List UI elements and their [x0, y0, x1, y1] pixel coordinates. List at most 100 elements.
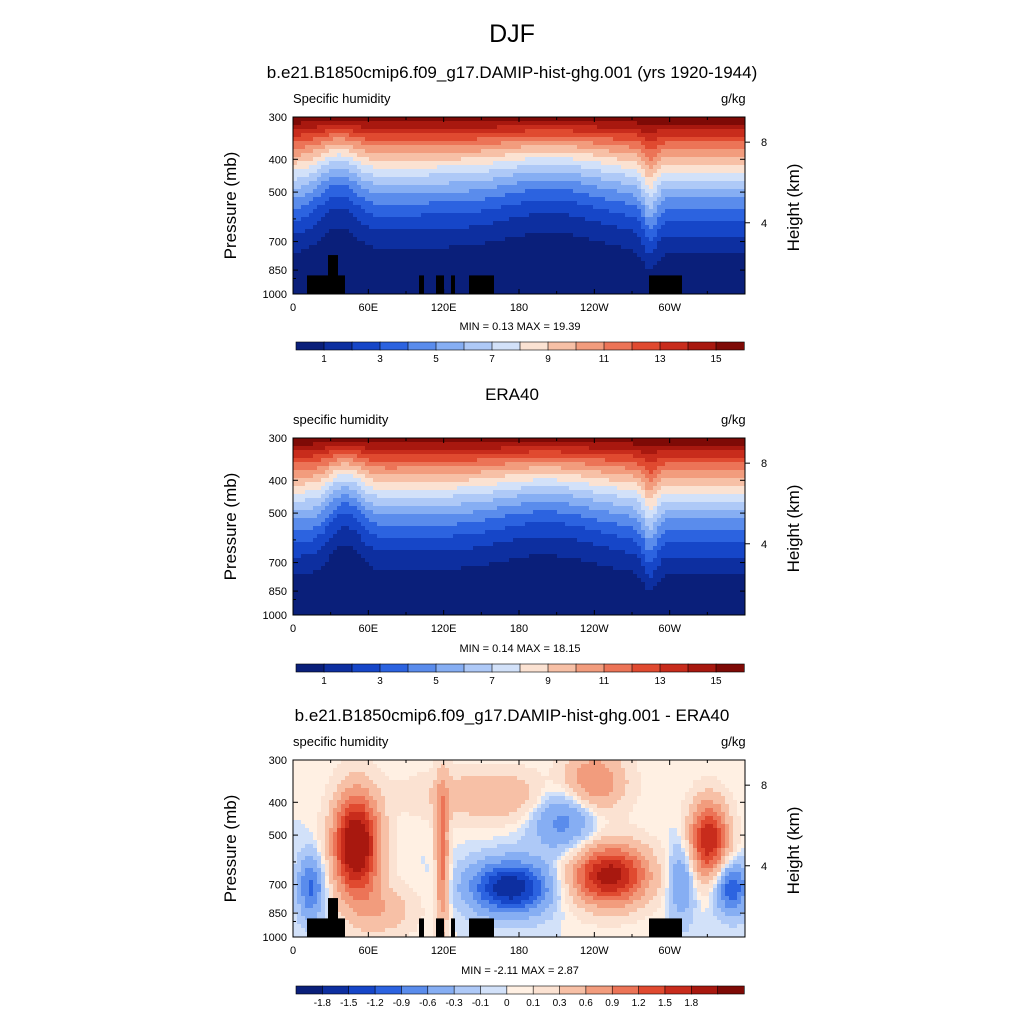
contour-cell — [645, 245, 650, 250]
contour-cell — [569, 237, 574, 242]
contour-cell — [601, 161, 606, 166]
contour-cell — [505, 269, 510, 274]
contour-cell — [429, 285, 434, 290]
contour-cell — [733, 153, 738, 158]
panel-1-units: g/kg — [721, 91, 746, 106]
contour-cell — [693, 261, 698, 266]
contour-cell — [393, 141, 398, 146]
contour-cell — [589, 225, 594, 230]
contour-cell — [537, 241, 542, 246]
contour-cell — [681, 261, 686, 266]
contour-cell — [401, 129, 406, 134]
contour-cell — [653, 265, 658, 270]
contour-cell — [477, 129, 482, 134]
contour-cell — [681, 137, 686, 142]
contour-cell — [321, 121, 326, 126]
contour-cell — [609, 229, 614, 234]
contour-cell — [373, 161, 378, 166]
contour-cell — [453, 121, 458, 126]
contour-cell — [617, 133, 622, 138]
contour-cell — [705, 169, 710, 174]
contour-cell — [437, 261, 442, 266]
contour-cell — [489, 273, 494, 278]
contour-cell — [513, 137, 518, 142]
contour-cell — [405, 173, 410, 178]
contour-cell — [477, 133, 482, 138]
contour-cell — [445, 257, 450, 262]
contour-cell — [713, 277, 718, 282]
contour-cell — [397, 249, 402, 254]
contour-cell — [637, 277, 642, 282]
contour-cell — [445, 289, 450, 294]
contour-cell — [321, 161, 326, 166]
contour-cell — [709, 117, 714, 122]
contour-cell — [625, 205, 630, 210]
contour-cell — [613, 265, 618, 270]
contour-cell — [717, 285, 722, 290]
contour-cell — [477, 197, 482, 202]
contour-cell — [677, 221, 682, 226]
contour-cell — [361, 161, 366, 166]
contour-cell — [465, 253, 470, 258]
contour-cell — [341, 269, 346, 274]
contour-cell — [345, 165, 350, 170]
contour-cell — [681, 201, 686, 206]
contour-cell — [417, 145, 422, 150]
contour-cell — [325, 153, 330, 158]
contour-cell — [673, 125, 678, 130]
contour-cell — [557, 121, 562, 126]
contour-cell — [317, 185, 322, 190]
contour-cell — [589, 273, 594, 278]
contour-cell — [661, 209, 666, 214]
contour-cell — [629, 125, 634, 130]
contour-cell — [401, 193, 406, 198]
contour-cell — [485, 121, 490, 126]
contour-cell — [617, 177, 622, 182]
contour-cell — [657, 129, 662, 134]
contour-cell — [725, 217, 730, 222]
contour-cell — [645, 149, 650, 154]
contour-cell — [353, 269, 358, 274]
contour-cell — [713, 145, 718, 150]
contour-cell — [465, 165, 470, 170]
contour-cell — [493, 261, 498, 266]
contour-cell — [341, 141, 346, 146]
contour-cell — [545, 117, 550, 122]
contour-cell — [589, 185, 594, 190]
contour-cell — [293, 137, 298, 142]
contour-cell — [365, 169, 370, 174]
contour-cell — [657, 169, 662, 174]
contour-cell — [685, 241, 690, 246]
contour-cell — [297, 261, 302, 266]
contour-cell — [333, 221, 338, 226]
contour-cell — [385, 241, 390, 246]
contour-cell — [493, 249, 498, 254]
contour-cell — [493, 209, 498, 214]
contour-cell — [529, 201, 534, 206]
contour-cell — [401, 249, 406, 254]
contour-cell — [493, 141, 498, 146]
contour-cell — [573, 285, 578, 290]
contour-cell — [465, 145, 470, 150]
contour-cell — [581, 253, 586, 258]
contour-cell — [641, 289, 646, 294]
contour-cell — [729, 125, 734, 130]
contour-cell — [429, 141, 434, 146]
contour-cell — [725, 173, 730, 178]
contour-cell — [497, 133, 502, 138]
contour-cell — [445, 245, 450, 250]
contour-cell — [693, 245, 698, 250]
contour-cell — [729, 133, 734, 138]
contour-cell — [409, 145, 414, 150]
contour-cell — [509, 225, 514, 230]
contour-cell — [401, 253, 406, 258]
contour-cell — [677, 233, 682, 238]
contour-cell — [525, 201, 530, 206]
contour-cell — [373, 233, 378, 238]
contour-cell — [353, 245, 358, 250]
contour-cell — [445, 233, 450, 238]
contour-cell — [381, 121, 386, 126]
contour-cell — [293, 129, 298, 134]
contour-cell — [657, 141, 662, 146]
contour-cell — [313, 137, 318, 142]
